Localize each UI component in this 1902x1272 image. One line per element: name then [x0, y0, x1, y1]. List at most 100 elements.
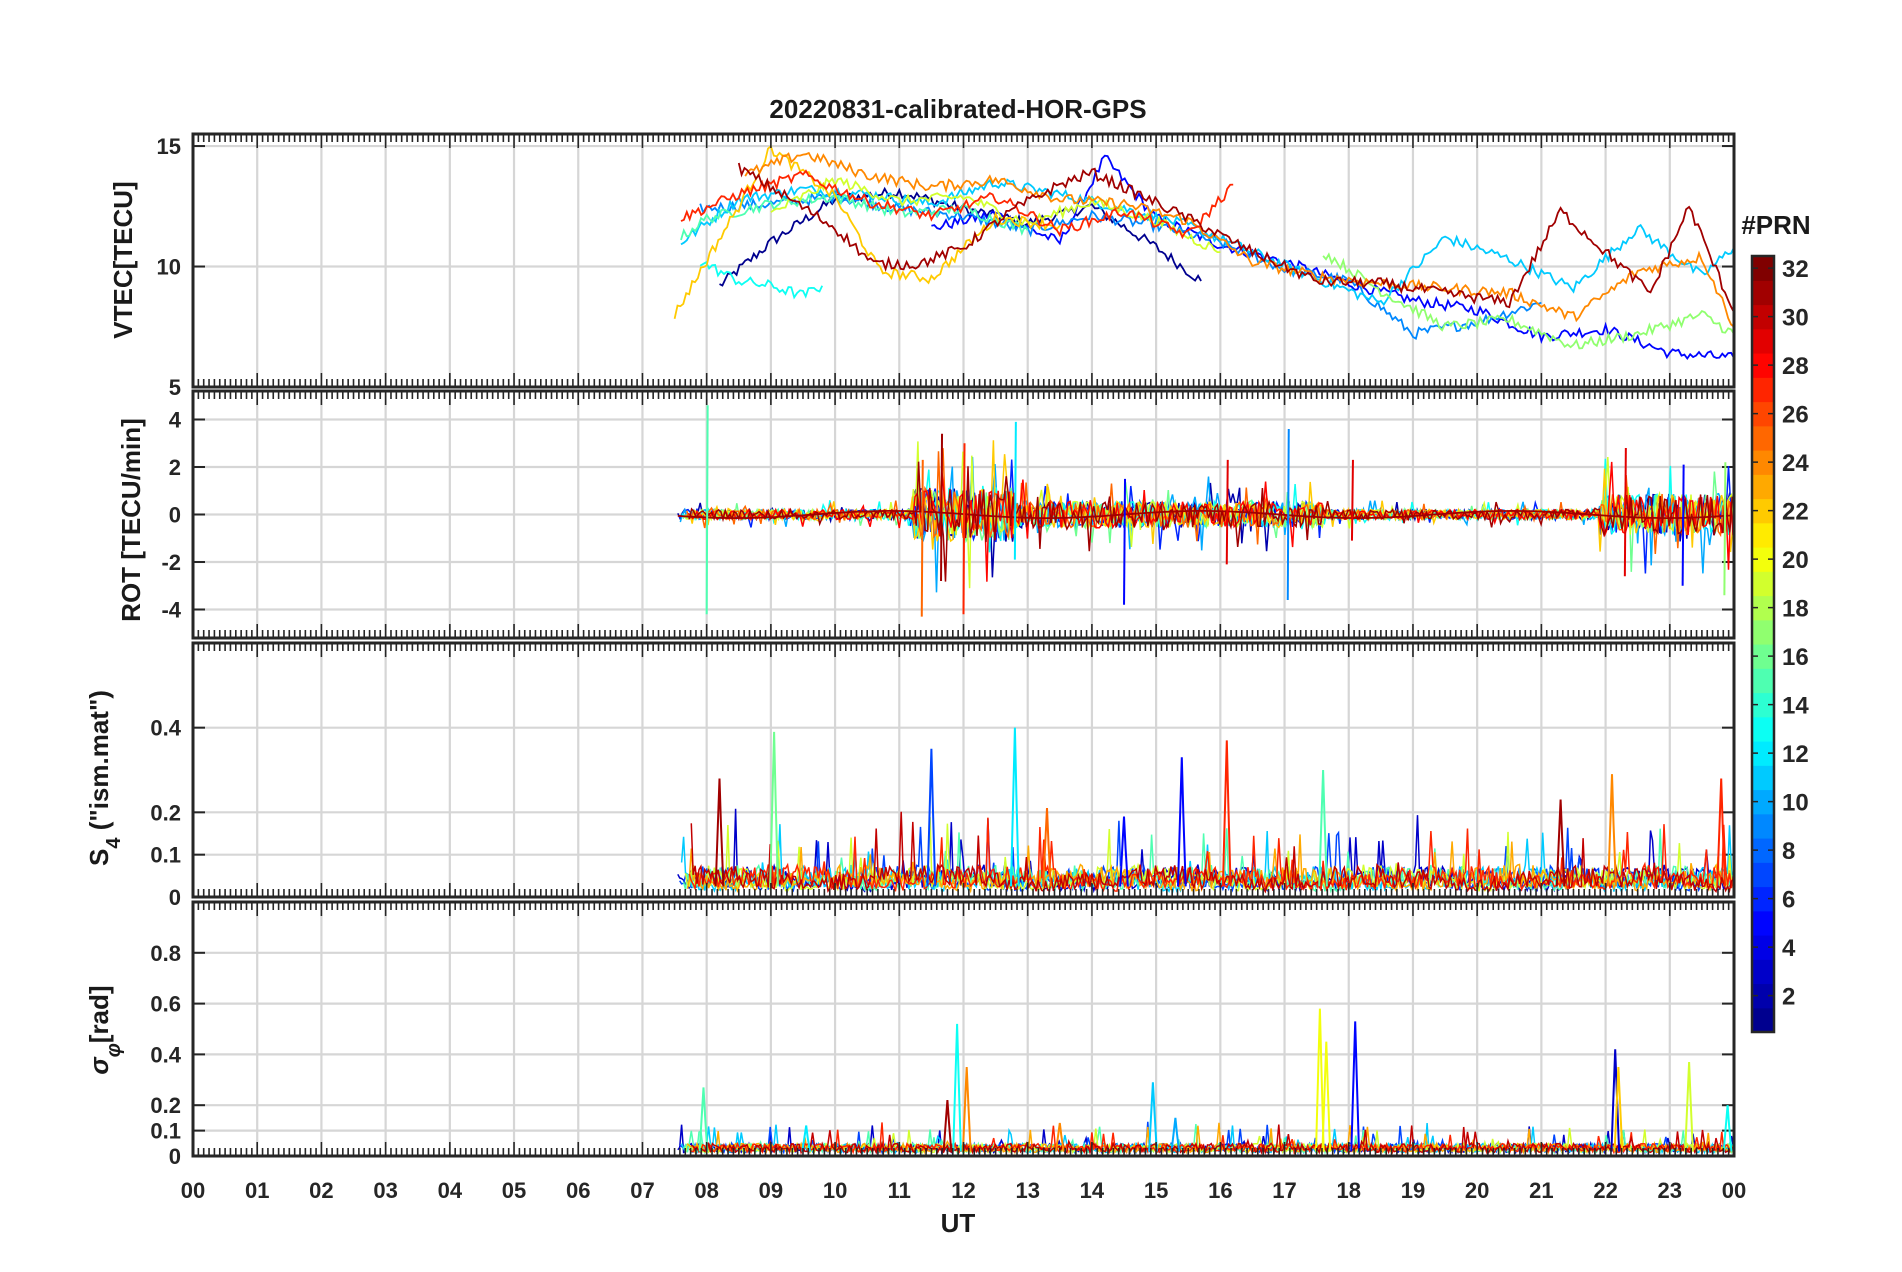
- colorbar-segment: [1752, 886, 1774, 912]
- s4-spike: [769, 731, 779, 887]
- s4-ylabel: S4 ("ism.mat"): [84, 690, 125, 866]
- colorbar-segment: [1752, 692, 1774, 718]
- sigma_phi-ytick-label: 0.4: [150, 1042, 181, 1067]
- x-tick-label: 00: [1722, 1178, 1746, 1203]
- sigma_phi-spike: [801, 1125, 811, 1152]
- rot-spike: [1286, 428, 1290, 601]
- colorbar-segment: [1752, 910, 1774, 936]
- colorbar-segment: [1752, 474, 1774, 500]
- rot-ytick-label: 0: [169, 503, 181, 528]
- rot-spike: [1225, 459, 1229, 565]
- sigma-phi-ylabel-rest: [rad]: [84, 985, 114, 1043]
- colorbar-tick-label: 2: [1782, 984, 1795, 1011]
- sigma_phi-ytick-label: 0: [169, 1144, 181, 1169]
- sigma_phi-frame: [191, 900, 1736, 1158]
- vtec-series-prn-17: [1322, 252, 1734, 350]
- sigma_phi-spike: [1610, 1049, 1621, 1152]
- colorbar-tick-label: 26: [1782, 402, 1809, 429]
- colorbar-segment: [1752, 765, 1774, 791]
- sigma_phi-spike: [1055, 1122, 1065, 1152]
- sigma_phi-spike: [1170, 1117, 1181, 1152]
- rot-ytick-label: -4: [161, 598, 181, 623]
- sigma_phi-spike: [1350, 1021, 1360, 1152]
- x-tick-label: 01: [245, 1178, 269, 1203]
- rot-spike: [1723, 462, 1727, 596]
- colorbar-tick-label: 32: [1782, 256, 1809, 283]
- x-tick-label: 06: [566, 1178, 590, 1203]
- sigma-phi-ylabel-sub: φ: [103, 1043, 125, 1057]
- sigma_phi-spike: [1315, 1008, 1325, 1152]
- x-tick-label: 11: [888, 1178, 911, 1203]
- rot-ylabel: ROT [TECU/min]: [116, 418, 146, 622]
- rot-spike: [1623, 447, 1627, 577]
- rot-ytick-label: 4: [169, 408, 182, 433]
- x-tick-label: 17: [1272, 1178, 1296, 1203]
- x-tick-label: 13: [1015, 1178, 1039, 1203]
- colorbar-segment: [1752, 256, 1774, 281]
- vtec-series-prn-31: [737, 162, 1734, 313]
- sigma_phi-spike: [952, 1023, 962, 1152]
- colorbar-segment: [1752, 425, 1774, 451]
- chart-title: 20220831-calibrated-HOR-GPS: [769, 94, 1146, 124]
- s4-spike: [1010, 727, 1020, 887]
- vtec-ylabel: VTEC[TECU]: [108, 181, 138, 338]
- colorbar-segment: [1752, 668, 1774, 694]
- colorbar-segment: [1752, 862, 1774, 888]
- vtec-ytick-label: 5: [169, 375, 181, 400]
- rot-ytick-label: -2: [161, 550, 181, 575]
- x-tick-labels: 00 01 02 03 04 05 06 07 08 09 10 11 12 13 14 15 16 17 18 19…: [181, 1178, 1746, 1203]
- colorbar-tick-label: 8: [1782, 838, 1795, 865]
- vtec-frame: [191, 132, 1736, 389]
- rot-baseline-trace: [677, 509, 1731, 520]
- colorbar-segment: [1752, 498, 1774, 524]
- rot-spike: [1123, 478, 1127, 605]
- sigma_phi-spike: [1321, 1041, 1332, 1152]
- colorbar-segment: [1752, 401, 1774, 427]
- sigma-phi-ylabel: σφ[rad]: [84, 985, 125, 1074]
- s4-spike: [1555, 799, 1566, 887]
- colorbar-tick-label: 30: [1782, 305, 1809, 332]
- colorbar-segment: [1752, 304, 1774, 330]
- s4-ytick-label: 0.1: [150, 843, 181, 868]
- vtec-ytick-label: 10: [157, 255, 181, 280]
- s4-panel: 0 0.1 0.2 0.4: [150, 641, 1736, 910]
- colorbar-segment: [1752, 571, 1774, 597]
- x-tick-label: 20: [1465, 1178, 1489, 1203]
- colorbar-tick-label: 20: [1782, 547, 1809, 574]
- vtec-series-prn-11: [680, 178, 1734, 307]
- colorbar-tick-label: 22: [1782, 499, 1809, 526]
- rot-spike: [1350, 459, 1354, 541]
- x-tick-label: 04: [438, 1178, 463, 1203]
- s4-spike: [714, 778, 725, 887]
- x-tick-label: 22: [1593, 1178, 1617, 1203]
- s4-spike: [1716, 778, 1726, 887]
- s4-series-prn-30: [690, 811, 1734, 894]
- s4-spike: [1318, 769, 1328, 887]
- vtec-ytick-label: 15: [157, 134, 181, 159]
- rot-spike: [705, 405, 709, 615]
- colorbar-segment: [1752, 595, 1774, 621]
- x-tick-label: 03: [373, 1178, 397, 1203]
- sigma_phi-series-prn-30: [691, 1124, 1734, 1156]
- s4-spike: [1607, 774, 1617, 887]
- rot-panel: -4 -2 0 2 4: [161, 389, 1736, 640]
- s4-ytick-label: 0: [169, 885, 181, 910]
- s4-series-prn-27: [688, 817, 1734, 893]
- colorbar-segment: [1752, 741, 1774, 766]
- colorbar-tick-label: 10: [1782, 790, 1809, 817]
- vtec-series-prn-19: [770, 177, 1221, 254]
- rot-spike: [962, 443, 966, 615]
- colorbar-segment: [1752, 280, 1774, 306]
- s4-ytick-label: 0.2: [150, 800, 181, 825]
- colorbar-tick-label: 28: [1782, 353, 1809, 380]
- x-tick-label: 00: [181, 1178, 205, 1203]
- colorbar-tick-label: 18: [1782, 596, 1809, 623]
- s4-frame: [191, 641, 1736, 899]
- sigma-phi-panel: 00.10.2 0.4 0.6 0.8: [150, 900, 1736, 1169]
- colorbar-segment: [1752, 813, 1774, 839]
- sigma_phi-spike: [698, 1087, 709, 1152]
- sigma_phi-ytick-label: 0.1: [150, 1119, 181, 1144]
- colorbar-segment: [1752, 353, 1774, 378]
- rot-spike: [1681, 464, 1685, 586]
